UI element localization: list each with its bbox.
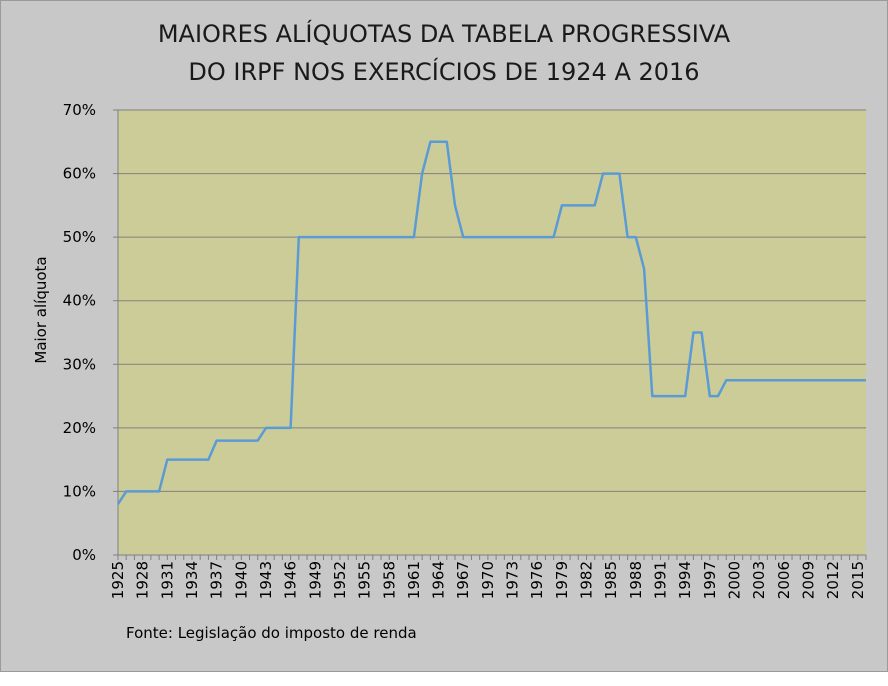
x-tick-label: 1940 xyxy=(232,561,250,599)
y-tick-label: 10% xyxy=(63,482,96,500)
x-tick-label: 1988 xyxy=(627,561,645,599)
x-tick-label: 1979 xyxy=(553,561,571,599)
y-tick-label: 40% xyxy=(63,292,96,310)
y-tick-label: 0% xyxy=(72,546,96,564)
x-tick-label: 2012 xyxy=(824,561,842,599)
x-tick-labels: 1925 1928 1931 1934 1937 1940 1943 1946 1949 1952… xyxy=(109,555,867,599)
y-tick-labels: 0% 10% 20% 30% 40% 50% 60% 70% xyxy=(63,101,118,564)
x-tick-label: 1961 xyxy=(405,561,423,599)
x-tick-label: 1958 xyxy=(380,561,398,599)
x-tick-label: 1937 xyxy=(208,561,226,599)
x-tick-label: 1928 xyxy=(134,561,152,599)
x-tick-label: 2003 xyxy=(750,561,768,599)
x-tick-label: 1934 xyxy=(183,561,201,599)
x-tick-label: 1973 xyxy=(504,561,522,599)
y-tick-label: 20% xyxy=(63,419,96,437)
x-tick-label: 1943 xyxy=(257,561,275,599)
x-tick-label: 1952 xyxy=(331,561,349,599)
x-tick-label: 1970 xyxy=(479,561,497,599)
chart-title-line-2: DO IRPF NOS EXERCÍCIOS DE 1924 A 2016 xyxy=(188,58,700,86)
x-tick-label: 2009 xyxy=(799,561,817,599)
x-tick-label: 1925 xyxy=(109,561,127,599)
x-tick-label: 1949 xyxy=(306,561,324,599)
x-tick-label: 1982 xyxy=(578,561,596,599)
source-note: Fonte: Legislação do imposto de renda xyxy=(126,624,417,642)
x-tick-label: 1997 xyxy=(701,561,719,599)
x-tick-label: 1946 xyxy=(282,561,300,599)
x-tick-label: 2006 xyxy=(775,561,793,599)
y-tick-label: 60% xyxy=(63,165,96,183)
x-tick-label: 1994 xyxy=(676,561,694,599)
axes xyxy=(117,110,866,556)
x-tick-label: 1931 xyxy=(158,561,176,599)
x-tick-label: 1967 xyxy=(454,561,472,599)
series-line xyxy=(116,140,866,505)
x-tick-label: 1991 xyxy=(652,561,670,599)
x-tick-label: 1964 xyxy=(430,561,448,599)
x-tick-label: 1985 xyxy=(602,561,620,599)
x-tick-label: 2015 xyxy=(849,561,867,599)
chart-title-line-1: MAIORES ALÍQUOTAS DA TABELA PROGRESSIVA xyxy=(157,20,731,48)
x-tick-label: 1955 xyxy=(356,561,374,599)
y-tick-label: 50% xyxy=(63,228,96,246)
x-tick-label: 2000 xyxy=(725,561,743,599)
y-tick-label: 30% xyxy=(63,355,96,373)
y-tick-label: 70% xyxy=(63,101,96,119)
x-tick-label: 1976 xyxy=(528,561,546,599)
plot-area xyxy=(118,110,866,555)
